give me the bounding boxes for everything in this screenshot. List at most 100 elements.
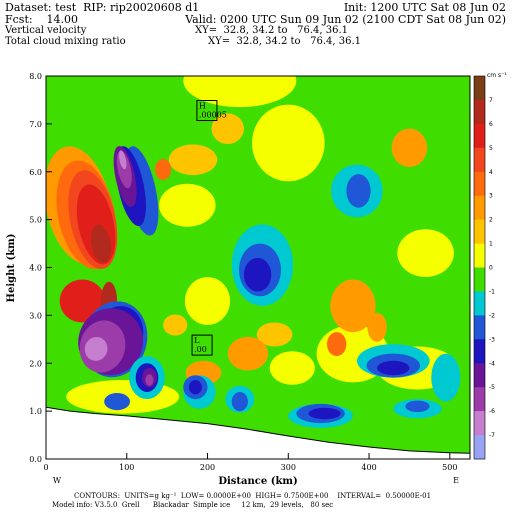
colorbar-swatch [474, 195, 485, 221]
x-tick-label: 300 [281, 463, 296, 472]
contour-region [163, 314, 188, 336]
extremum-value: .00005 [199, 111, 227, 120]
y-tick-label: 1.0 [29, 407, 42, 416]
colorbar-label: 0 [489, 265, 493, 272]
x-axis-label: Distance (km) [218, 476, 297, 487]
y-tick-label: 0.0 [29, 455, 42, 464]
field2-name: Total cloud mixing ratio [5, 36, 126, 47]
valid-time: Valid: 0200 UTC Sun 09 Jun 02 (2100 CDT … [185, 13, 506, 26]
colorbar-label: 6 [489, 121, 493, 128]
contour-region [168, 144, 218, 176]
colorbar-label: -4 [489, 360, 495, 367]
contour-region [118, 150, 127, 170]
colorbar-frame [473, 75, 486, 460]
x-tick-label: 400 [361, 463, 376, 472]
contour-region [269, 351, 315, 385]
extremum-box [191, 334, 213, 356]
colorbar-swatch [474, 219, 485, 244]
colorbar-swatch [474, 411, 485, 436]
y-tick-label: 2.0 [29, 359, 42, 368]
field1-xy: XY= 32.8, 34.2 to 76.4, 36.1 [195, 25, 348, 36]
y-axis: 0.0 1.0 2.0 3.0 4.0 5.0 6.0 7.0 8.0 [29, 72, 52, 464]
extremum-box [196, 100, 218, 122]
contour-info: CONTOURS: UNITS=g kg⁻¹ LOW= 0.0000E+00 H… [74, 492, 432, 500]
contour-region [211, 113, 244, 144]
colorbar-label: -7 [489, 432, 495, 439]
west-label: W [53, 476, 62, 485]
y-tick-label: 3.0 [29, 311, 42, 320]
forecast-hour: Fcst: 14.00 [5, 13, 79, 26]
colorbar-swatch [474, 387, 485, 412]
field2-xy: XY= 32.8, 34.2 to 76.4, 36.1 [208, 36, 361, 47]
colorbar-swatch [474, 76, 485, 101]
contour-region [59, 279, 105, 323]
contour-region [90, 224, 112, 263]
contour-region [308, 407, 341, 420]
dataset-label: Dataset: test RIP: rip20020608 d1 [5, 1, 200, 14]
contour-region [391, 128, 428, 167]
x-tick-label: 100 [119, 463, 134, 472]
colorbar-label: -5 [489, 384, 495, 391]
colorbar-label: -2 [489, 312, 495, 319]
contour-region [184, 277, 231, 325]
init-time: Init: 1200 UTC Sat 08 Jun 02 [343, 1, 506, 14]
contour-region [256, 322, 293, 347]
x-tick-label: 500 [442, 463, 457, 472]
colorbar-label: 4 [489, 169, 493, 176]
y-tick-label: 6.0 [29, 168, 42, 177]
y-tick-label: 8.0 [29, 72, 42, 81]
extremum-kind: H [199, 102, 206, 111]
colorbar-label: -1 [489, 288, 495, 295]
contour-region [431, 353, 461, 402]
colorbar: 7 6 5 4 3 2 1 0 -1 -2 -3 -4 -5 -6 -7 [473, 75, 495, 460]
colorbar-label: -6 [489, 408, 495, 415]
contour-region [327, 332, 347, 357]
contour-region [159, 183, 216, 227]
colorbar-label: 2 [489, 217, 493, 224]
x-tick-label: 0 [43, 463, 48, 472]
colorbar-swatch [474, 363, 485, 388]
contour-region [145, 374, 154, 386]
contour-region [243, 257, 272, 292]
colorbar-swatch [474, 147, 485, 173]
y-axis-label: Height (km) [6, 234, 17, 303]
contour-region [397, 229, 454, 277]
contour-region [84, 336, 108, 361]
east-label: E [453, 476, 459, 485]
colorbar-units: cm s⁻¹ [487, 72, 507, 79]
plot-area [46, 76, 470, 459]
y-tick-label: 4.0 [29, 264, 42, 273]
contour-fill-layer [46, 76, 461, 428]
colorbar-label: 5 [489, 145, 493, 152]
y-tick-label: 5.0 [29, 216, 42, 225]
contour-region [251, 104, 325, 182]
y-tick-label: 7.0 [29, 120, 42, 129]
contour-region [377, 360, 410, 376]
colorbar-label: 1 [489, 241, 493, 248]
colorbar-swatch [474, 291, 485, 316]
contour-region [183, 76, 297, 108]
contour-region [367, 312, 387, 342]
extremum-value: .00 [194, 345, 207, 354]
colorbar-swatch [474, 123, 485, 149]
contour-region [346, 174, 371, 208]
colorbar-swatch [474, 339, 485, 364]
contour-region [104, 393, 130, 411]
terrain-profile [46, 406, 470, 459]
colorbar-swatch [474, 315, 485, 340]
colorbar-label: 7 [489, 97, 493, 104]
colorbar-swatch [474, 267, 485, 292]
colorbar-swatch [474, 99, 485, 125]
colorbar-swatch [474, 435, 485, 460]
colorbar-swatch [474, 171, 485, 197]
x-axis: 0 100 200 300 400 500 [43, 453, 457, 472]
model-info: Model info: V3.5.0 Grell Blackadar Simpl… [52, 501, 334, 509]
contour-region [227, 336, 269, 371]
x-tick-label: 200 [200, 463, 215, 472]
extremum-kind: L [194, 336, 200, 345]
colorbar-label: -3 [489, 336, 495, 343]
colorbar-label: 3 [489, 193, 493, 200]
contour-region [155, 158, 172, 180]
contour-region [405, 400, 430, 412]
